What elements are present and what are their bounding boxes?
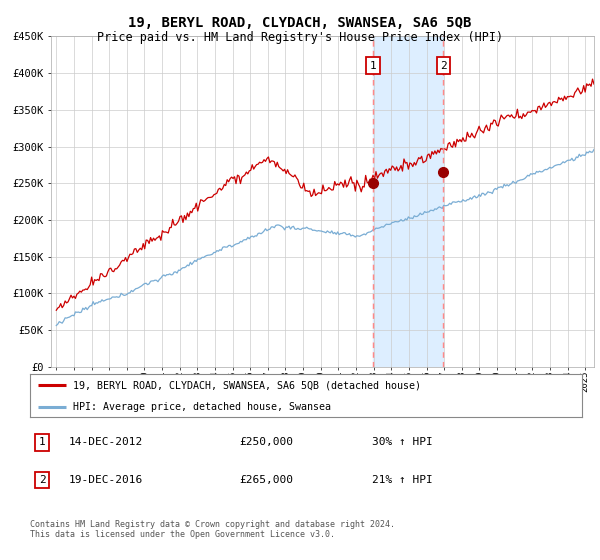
Text: Contains HM Land Registry data © Crown copyright and database right 2024.
This d: Contains HM Land Registry data © Crown c… bbox=[30, 520, 395, 539]
Text: £265,000: £265,000 bbox=[240, 475, 294, 485]
Text: £250,000: £250,000 bbox=[240, 437, 294, 447]
Text: 19, BERYL ROAD, CLYDACH, SWANSEA, SA6 5QB: 19, BERYL ROAD, CLYDACH, SWANSEA, SA6 5Q… bbox=[128, 16, 472, 30]
Text: 30% ↑ HPI: 30% ↑ HPI bbox=[372, 437, 433, 447]
Text: 2: 2 bbox=[39, 475, 46, 485]
Text: 1: 1 bbox=[370, 61, 376, 71]
Text: HPI: Average price, detached house, Swansea: HPI: Average price, detached house, Swan… bbox=[73, 402, 331, 412]
Bar bbox=[373, 36, 443, 367]
Text: 2: 2 bbox=[440, 61, 447, 71]
Text: 19-DEC-2016: 19-DEC-2016 bbox=[68, 475, 143, 485]
Text: Price paid vs. HM Land Registry's House Price Index (HPI): Price paid vs. HM Land Registry's House … bbox=[97, 31, 503, 44]
Text: 21% ↑ HPI: 21% ↑ HPI bbox=[372, 475, 433, 485]
Text: 14-DEC-2012: 14-DEC-2012 bbox=[68, 437, 143, 447]
Text: 1: 1 bbox=[39, 437, 46, 447]
Text: 19, BERYL ROAD, CLYDACH, SWANSEA, SA6 5QB (detached house): 19, BERYL ROAD, CLYDACH, SWANSEA, SA6 5Q… bbox=[73, 380, 421, 390]
